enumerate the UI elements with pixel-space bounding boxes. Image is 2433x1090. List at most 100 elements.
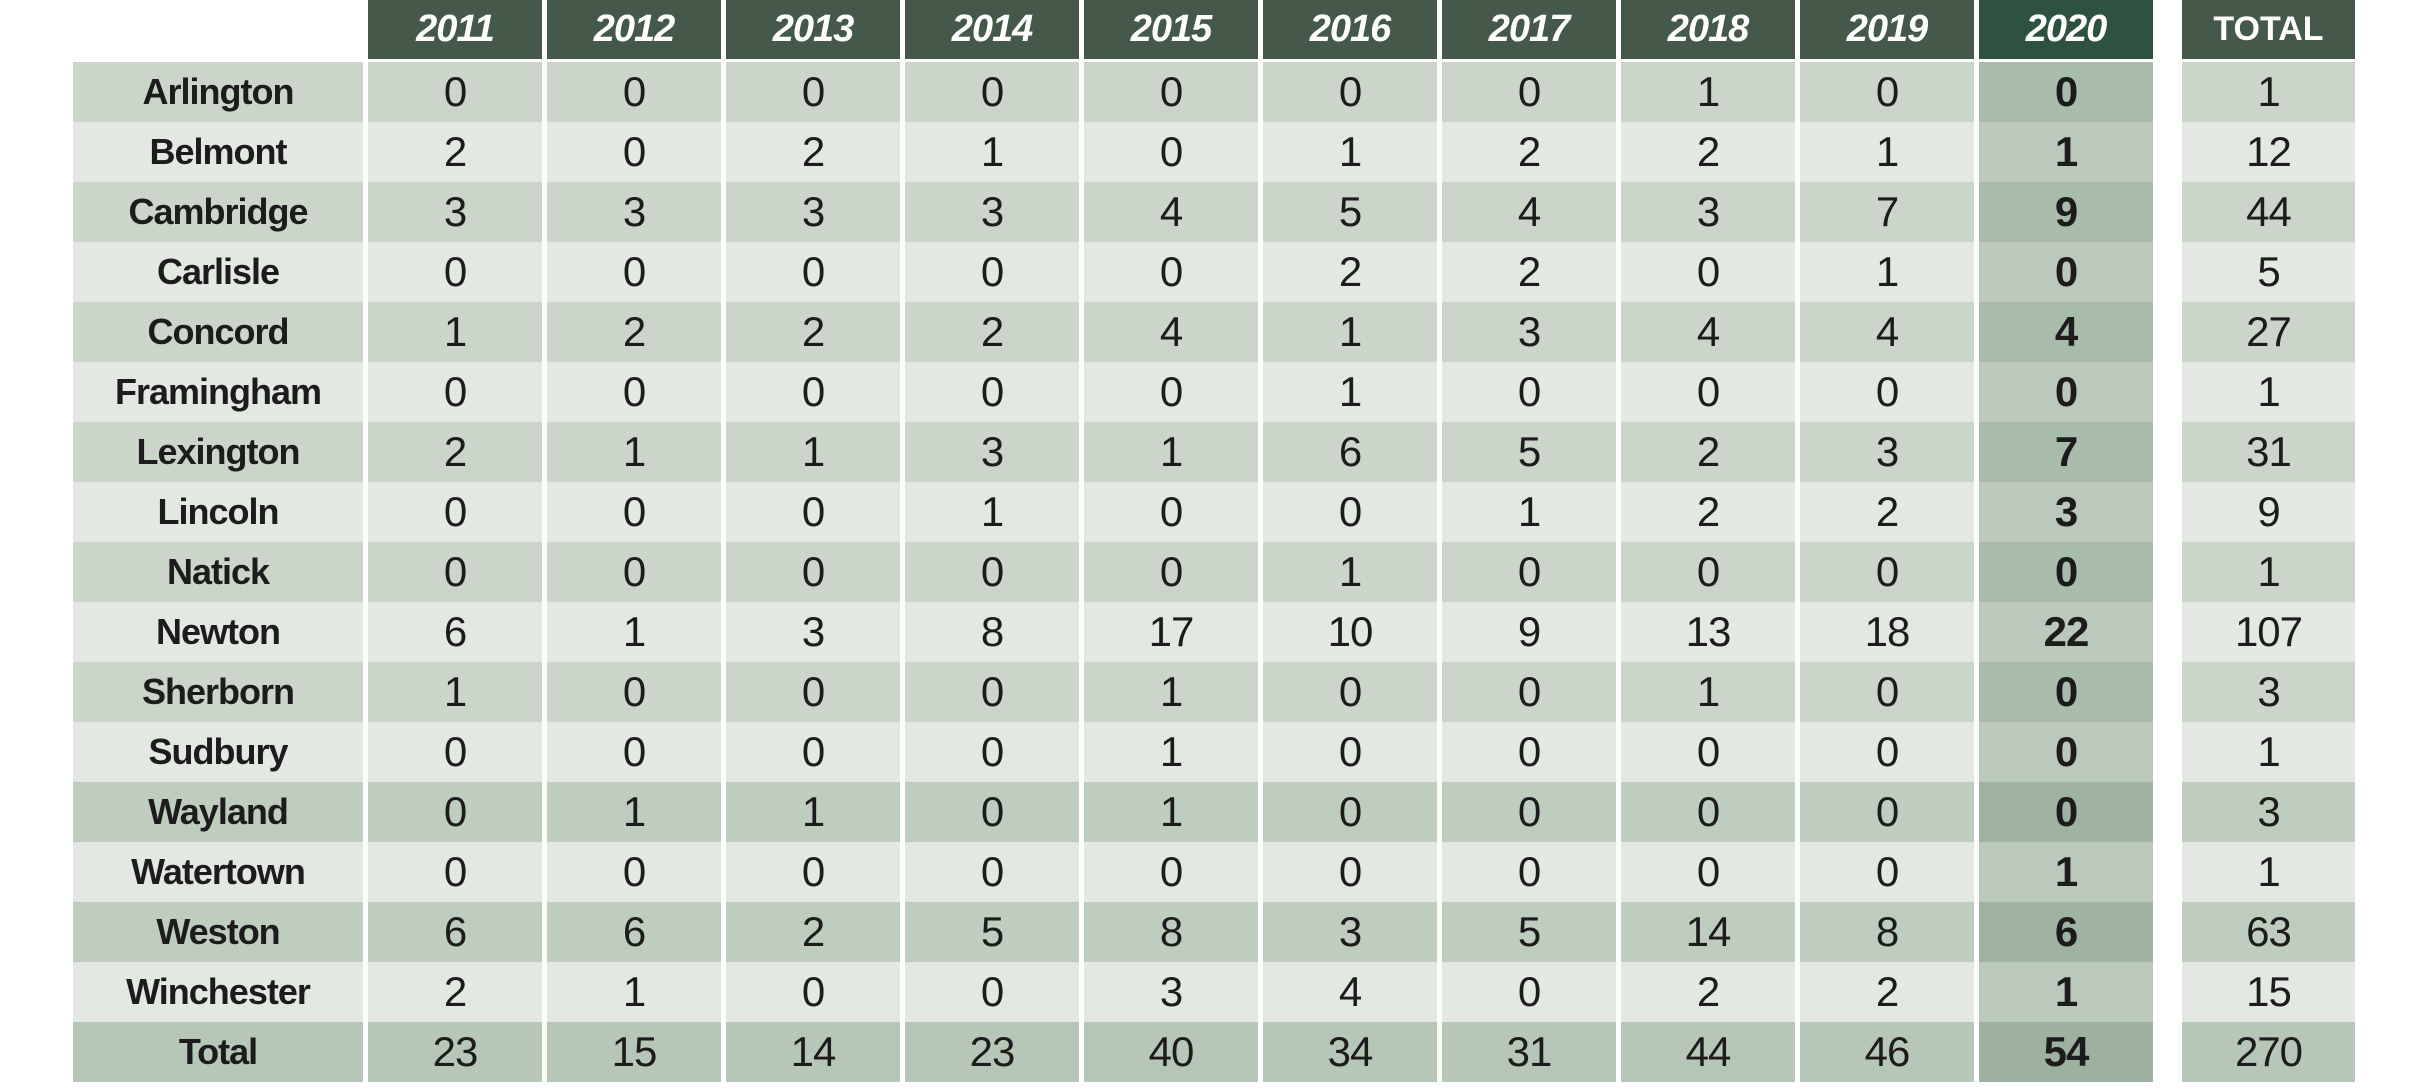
cell-newton-2011: 6	[368, 602, 542, 662]
col-header-2011: 2011	[368, 0, 542, 59]
cell-sherborn-2016: 0	[1263, 662, 1437, 722]
cell-cambridge-2017: 4	[1442, 182, 1616, 242]
cell-framingham-2020: 0	[1979, 362, 2153, 422]
table-row-cambridge: Cambridge 3 3 3 3 4 5 4 3 7 9 44	[73, 182, 2355, 242]
cell-sudbury-2011: 0	[368, 722, 542, 782]
cell-lincoln-2015: 0	[1084, 482, 1258, 542]
cell-framingham-2011: 0	[368, 362, 542, 422]
cell-lexington-2019: 3	[1800, 422, 1974, 482]
cell-lexington-2012: 1	[547, 422, 721, 482]
cell-total-2014: 23	[905, 1022, 1079, 1082]
cell-lincoln-2018: 2	[1621, 482, 1795, 542]
cell-lincoln-2013: 0	[726, 482, 900, 542]
cell-natick-2016: 1	[1263, 542, 1437, 602]
row-label: Lincoln	[73, 482, 363, 542]
cell-belmont-2013: 2	[726, 122, 900, 182]
table-row-lincoln: Lincoln 0 0 0 1 0 0 1 2 2 3 9	[73, 482, 2355, 542]
cell-arlington-2015: 0	[1084, 62, 1258, 122]
cell-newton-2018: 13	[1621, 602, 1795, 662]
cell-lexington-2016: 6	[1263, 422, 1437, 482]
cell-natick-2014: 0	[905, 542, 1079, 602]
cell-lexington-2017: 5	[1442, 422, 1616, 482]
cell-sudbury-2012: 0	[547, 722, 721, 782]
cell-watertown-2012: 0	[547, 842, 721, 902]
cell-cambridge-2016: 5	[1263, 182, 1437, 242]
cell-newton-2014: 8	[905, 602, 1079, 662]
cell-winchester-2020: 1	[1979, 962, 2153, 1022]
cell-concord-2019: 4	[1800, 302, 1974, 362]
col-header-2014: 2014	[905, 0, 1079, 59]
cell-total-2017: 31	[1442, 1022, 1616, 1082]
cell-wayland-2016: 0	[1263, 782, 1437, 842]
cell-lexington-2015: 1	[1084, 422, 1258, 482]
cell-total-2018: 44	[1621, 1022, 1795, 1082]
cell-concord-total: 27	[2182, 302, 2355, 362]
cell-concord-2015: 4	[1084, 302, 1258, 362]
cell-sudbury-2015: 1	[1084, 722, 1258, 782]
row-label: Watertown	[73, 842, 363, 902]
cell-winchester-2014: 0	[905, 962, 1079, 1022]
cell-lincoln-2020: 3	[1979, 482, 2153, 542]
cell-belmont-2015: 0	[1084, 122, 1258, 182]
cell-sudbury-2018: 0	[1621, 722, 1795, 782]
cell-sherborn-2014: 0	[905, 662, 1079, 722]
cell-newton-2016: 10	[1263, 602, 1437, 662]
row-label: Cambridge	[73, 182, 363, 242]
cell-framingham-2017: 0	[1442, 362, 1616, 422]
cell-sherborn-2013: 0	[726, 662, 900, 722]
table-row-wayland: Wayland 0 1 1 0 1 0 0 0 0 0 3	[73, 782, 2355, 842]
cell-arlington-total: 1	[2182, 62, 2355, 122]
table-body: Arlington 0 0 0 0 0 0 0 1 0 0 1 Belmont 2 0 2 1 0 1 2 2 1 1 12 C…	[73, 62, 2355, 1082]
cell-natick-2013: 0	[726, 542, 900, 602]
cell-weston-2019: 8	[1800, 902, 1974, 962]
cell-framingham-2016: 1	[1263, 362, 1437, 422]
cell-arlington-2018: 1	[1621, 62, 1795, 122]
cell-belmont-2017: 2	[1442, 122, 1616, 182]
row-label: Belmont	[73, 122, 363, 182]
cell-natick-2019: 0	[1800, 542, 1974, 602]
cell-framingham-2019: 0	[1800, 362, 1974, 422]
table-row-carlisle: Carlisle 0 0 0 0 0 2 2 0 1 0 5	[73, 242, 2355, 302]
table-row-sudbury: Sudbury 0 0 0 0 1 0 0 0 0 0 1	[73, 722, 2355, 782]
col-header-2016: 2016	[1263, 0, 1437, 59]
cell-wayland-total: 3	[2182, 782, 2355, 842]
cell-lexington-2011: 2	[368, 422, 542, 482]
cell-natick-2015: 0	[1084, 542, 1258, 602]
cell-sudbury-total: 1	[2182, 722, 2355, 782]
cell-carlisle-2019: 1	[1800, 242, 1974, 302]
table-row-watertown: Watertown 0 0 0 0 0 0 0 0 0 1 1	[73, 842, 2355, 902]
cell-weston-2013: 2	[726, 902, 900, 962]
row-label: Natick	[73, 542, 363, 602]
cell-cambridge-2011: 3	[368, 182, 542, 242]
cell-lincoln-2012: 0	[547, 482, 721, 542]
cell-newton-2020: 22	[1979, 602, 2153, 662]
cell-weston-2015: 8	[1084, 902, 1258, 962]
cell-lincoln-2017: 1	[1442, 482, 1616, 542]
table-row-winchester: Winchester 2 1 0 0 3 4 0 2 2 1 15	[73, 962, 2355, 1022]
cell-total-2011: 23	[368, 1022, 542, 1082]
cell-cambridge-2013: 3	[726, 182, 900, 242]
cell-total-2015: 40	[1084, 1022, 1258, 1082]
cell-wayland-2018: 0	[1621, 782, 1795, 842]
cell-natick-2012: 0	[547, 542, 721, 602]
cell-lexington-total: 31	[2182, 422, 2355, 482]
cell-lexington-2018: 2	[1621, 422, 1795, 482]
table-row-concord: Concord 1 2 2 2 4 1 3 4 4 4 27	[73, 302, 2355, 362]
cell-winchester-2018: 2	[1621, 962, 1795, 1022]
cell-carlisle-2020: 0	[1979, 242, 2153, 302]
cell-lincoln-2019: 2	[1800, 482, 1974, 542]
cell-carlisle-2016: 2	[1263, 242, 1437, 302]
col-header-2017: 2017	[1442, 0, 1616, 59]
cell-concord-2017: 3	[1442, 302, 1616, 362]
cell-newton-total: 107	[2182, 602, 2355, 662]
cell-concord-2020: 4	[1979, 302, 2153, 362]
col-header-2018: 2018	[1621, 0, 1795, 59]
cell-sherborn-2012: 0	[547, 662, 721, 722]
cell-carlisle-2015: 0	[1084, 242, 1258, 302]
cell-sherborn-total: 3	[2182, 662, 2355, 722]
cell-weston-2014: 5	[905, 902, 1079, 962]
cell-total-total: 270	[2182, 1022, 2355, 1082]
row-label: Carlisle	[73, 242, 363, 302]
cell-total-2013: 14	[726, 1022, 900, 1082]
cell-weston-2020: 6	[1979, 902, 2153, 962]
